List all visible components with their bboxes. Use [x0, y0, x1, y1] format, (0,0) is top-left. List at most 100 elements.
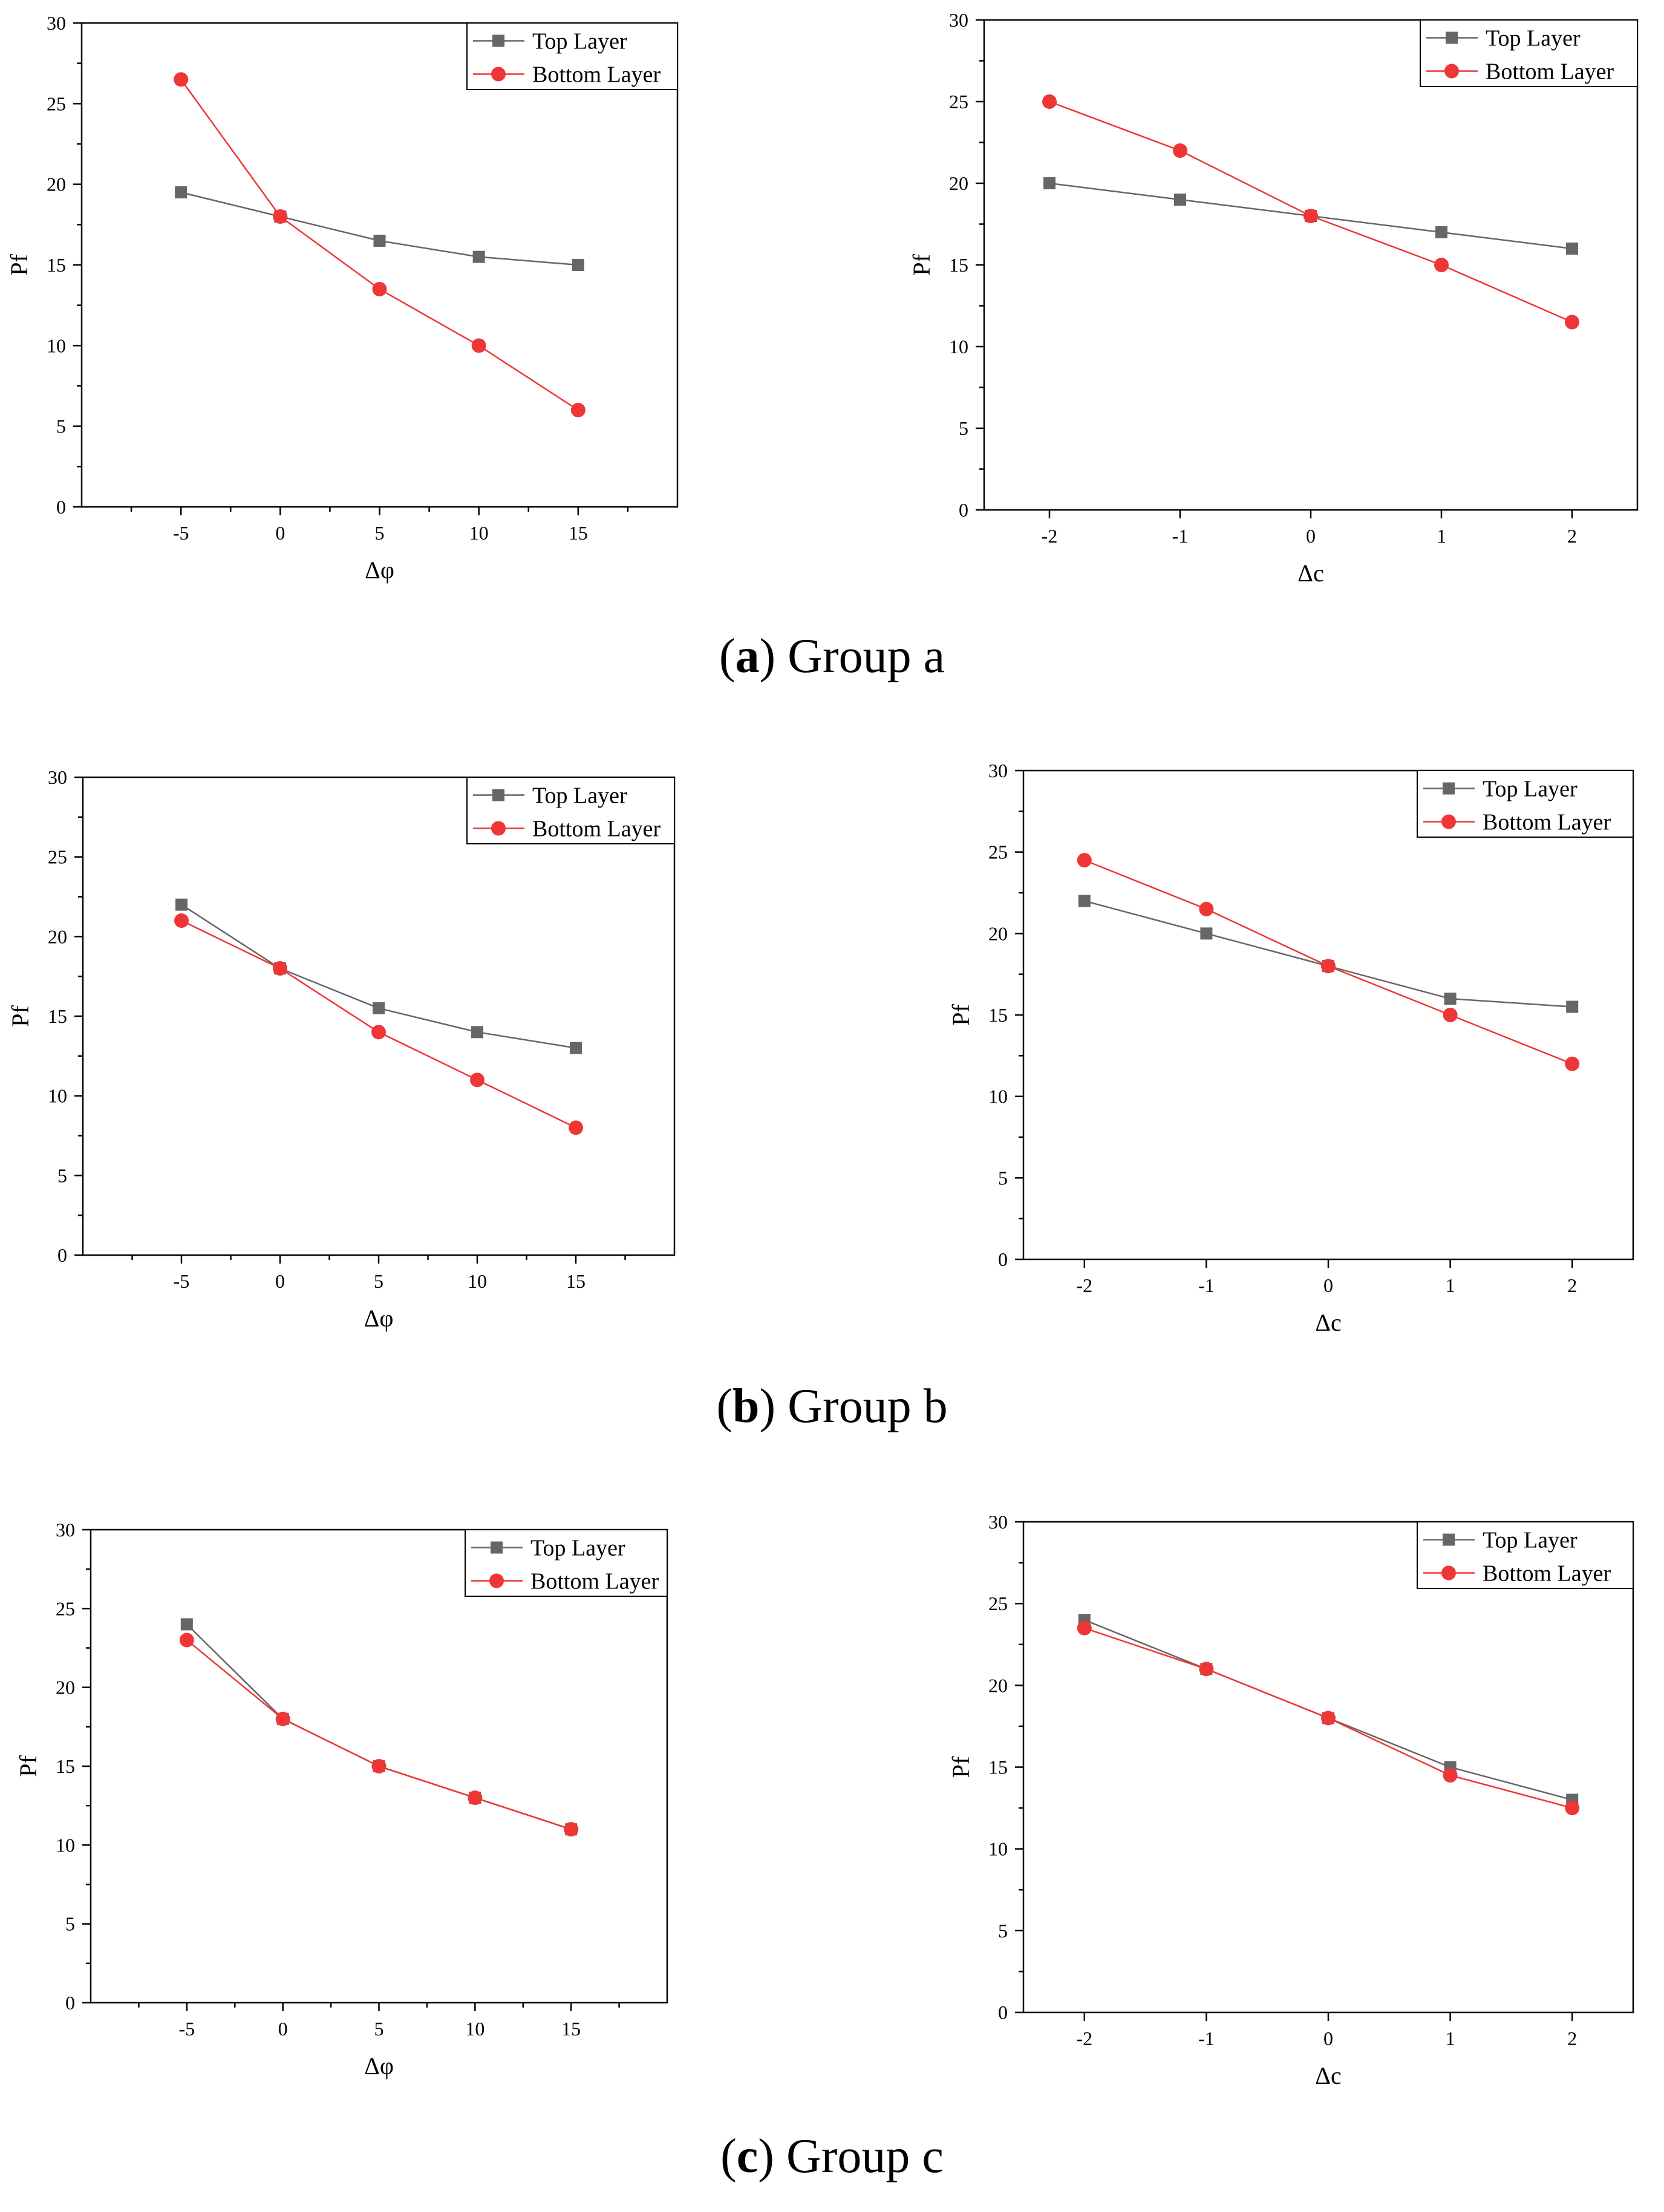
x-tick-label: 2 — [1567, 525, 1577, 547]
x-tick-label: 5 — [374, 1270, 383, 1292]
data-point-top-layer — [1444, 993, 1457, 1005]
y-tick-label: 20 — [988, 922, 1008, 944]
data-point-bottom-layer — [275, 1711, 290, 1726]
legend-label: Top Layer — [1483, 777, 1578, 802]
legend-box — [466, 777, 675, 844]
data-point-top-layer — [572, 259, 584, 271]
y-tick-label: 0 — [959, 499, 968, 521]
y-tick-label: 25 — [47, 93, 66, 114]
y-tick-label: 5 — [56, 416, 66, 437]
x-tick-label: 15 — [569, 522, 588, 544]
x-tick-label: 10 — [465, 2018, 485, 2040]
y-tick-label: 10 — [47, 334, 66, 356]
x-tick-label: 5 — [374, 2018, 384, 2040]
y-axis-label: Pf — [947, 1756, 974, 1778]
axes-frame — [82, 776, 676, 1256]
y-tick-label: 30 — [949, 9, 968, 31]
y-axis-label: Pf — [15, 1755, 42, 1777]
data-point-bottom-layer — [1077, 853, 1092, 868]
x-tick-label: -1 — [1198, 2028, 1215, 2049]
data-point-bottom-layer — [564, 1822, 579, 1837]
y-tick-label: 0 — [57, 1244, 67, 1266]
y-tick-label: 0 — [998, 2002, 1008, 2023]
caption-group-a: (a) Group a — [0, 629, 1664, 684]
legend-label: Top Layer — [532, 29, 627, 54]
data-point-bottom-layer — [371, 1025, 386, 1040]
data-point-bottom-layer — [273, 961, 287, 976]
x-tick-label: 1 — [1437, 525, 1446, 547]
chart-b-c: 0 5 10 15 20 25 30 -2 -1 0 1 2 Δc Pf Top Layer Bottom L… — [947, 760, 1634, 1336]
y-tick-label: 20 — [949, 172, 968, 194]
legend-marker-top-layer — [491, 1541, 503, 1554]
data-point-bottom-layer — [470, 1072, 485, 1088]
x-tick-label: 0 — [1323, 2028, 1333, 2049]
y-tick-label: 15 — [47, 254, 66, 276]
y-tick-label: 5 — [998, 1167, 1008, 1189]
legend-marker-top-layer — [1443, 782, 1455, 795]
y-tick-label: 5 — [959, 417, 968, 439]
axes-frame — [80, 22, 679, 508]
y-tick-label: 5 — [65, 1913, 75, 1935]
axes-frame — [983, 19, 1639, 511]
x-axis-label: Δc — [1297, 560, 1323, 587]
legend-marker-bottom-layer — [491, 67, 506, 82]
data-point-top-layer — [1174, 194, 1186, 206]
y-tick-label: 25 — [949, 91, 968, 113]
data-point-top-layer — [472, 250, 485, 263]
y-tick-label: 25 — [988, 1593, 1008, 1614]
caption-letter: b — [732, 1380, 760, 1433]
legend-marker-bottom-layer — [491, 821, 506, 836]
data-point-bottom-layer — [1565, 1801, 1580, 1816]
x-axis-label: Δc — [1315, 2062, 1341, 2089]
data-point-bottom-layer — [1443, 1008, 1458, 1022]
data-point-top-layer — [570, 1042, 582, 1054]
y-axis-label: Pf — [947, 1004, 974, 1026]
legend-marker-bottom-layer — [489, 1573, 504, 1588]
caption-close-paren: ) — [759, 1380, 776, 1433]
data-point-top-layer — [175, 898, 188, 911]
legend-marker-bottom-layer — [1441, 814, 1456, 829]
y-tick-label: 10 — [988, 1838, 1008, 1860]
data-point-top-layer — [1200, 927, 1213, 940]
legend-marker-top-layer — [492, 789, 504, 801]
legend-label: Top Layer — [1486, 26, 1581, 51]
data-point-top-layer — [1435, 226, 1447, 238]
data-point-bottom-layer — [468, 1790, 483, 1806]
y-tick-label: 0 — [65, 1992, 75, 2014]
y-tick-label: 15 — [48, 1005, 67, 1027]
y-axis-label: Pf — [5, 254, 33, 276]
x-tick-label: 0 — [278, 2018, 288, 2040]
series-line-top-layer — [1084, 900, 1573, 1008]
y-tick-label: 0 — [56, 496, 66, 518]
x-axis-label: Δφ — [365, 556, 394, 584]
x-axis-label: Δφ — [364, 2052, 394, 2080]
data-point-bottom-layer — [1077, 1620, 1092, 1636]
x-axis-label: Δφ — [364, 1305, 394, 1332]
series-line-bottom-layer — [186, 1639, 572, 1830]
caption-letter: a — [735, 630, 760, 683]
x-tick-label: -1 — [1172, 525, 1189, 547]
y-tick-label: 10 — [56, 1834, 75, 1856]
y-tick-label: 30 — [56, 1519, 75, 1541]
y-tick-label: 10 — [48, 1085, 67, 1107]
y-tick-label: 15 — [988, 1004, 1008, 1026]
series-line-top-layer — [186, 1623, 572, 1830]
data-point-bottom-layer — [1443, 1768, 1458, 1783]
y-tick-label: 20 — [47, 174, 66, 195]
caption-group-b: (b) Group b — [0, 1379, 1664, 1434]
x-tick-label: -5 — [173, 522, 189, 544]
x-tick-label: 15 — [566, 1270, 586, 1292]
x-axis-label: Δc — [1315, 1309, 1341, 1336]
data-point-bottom-layer — [1303, 209, 1318, 223]
y-tick-label: 20 — [988, 1674, 1008, 1696]
data-point-top-layer — [1566, 1000, 1579, 1013]
data-point-top-layer — [1043, 177, 1055, 189]
x-tick-label: 5 — [375, 522, 385, 544]
chart-c-phi: 0 5 10 15 20 25 30 -5 0 5 10 15 Δφ Pf Top Layer Bottom … — [15, 1519, 668, 2080]
data-point-bottom-layer — [570, 403, 586, 417]
y-tick-label: 20 — [48, 925, 67, 947]
x-tick-label: -5 — [174, 1270, 190, 1292]
x-tick-label: -5 — [179, 2018, 195, 2040]
data-point-top-layer — [373, 235, 386, 247]
y-tick-label: 30 — [988, 1511, 1008, 1533]
